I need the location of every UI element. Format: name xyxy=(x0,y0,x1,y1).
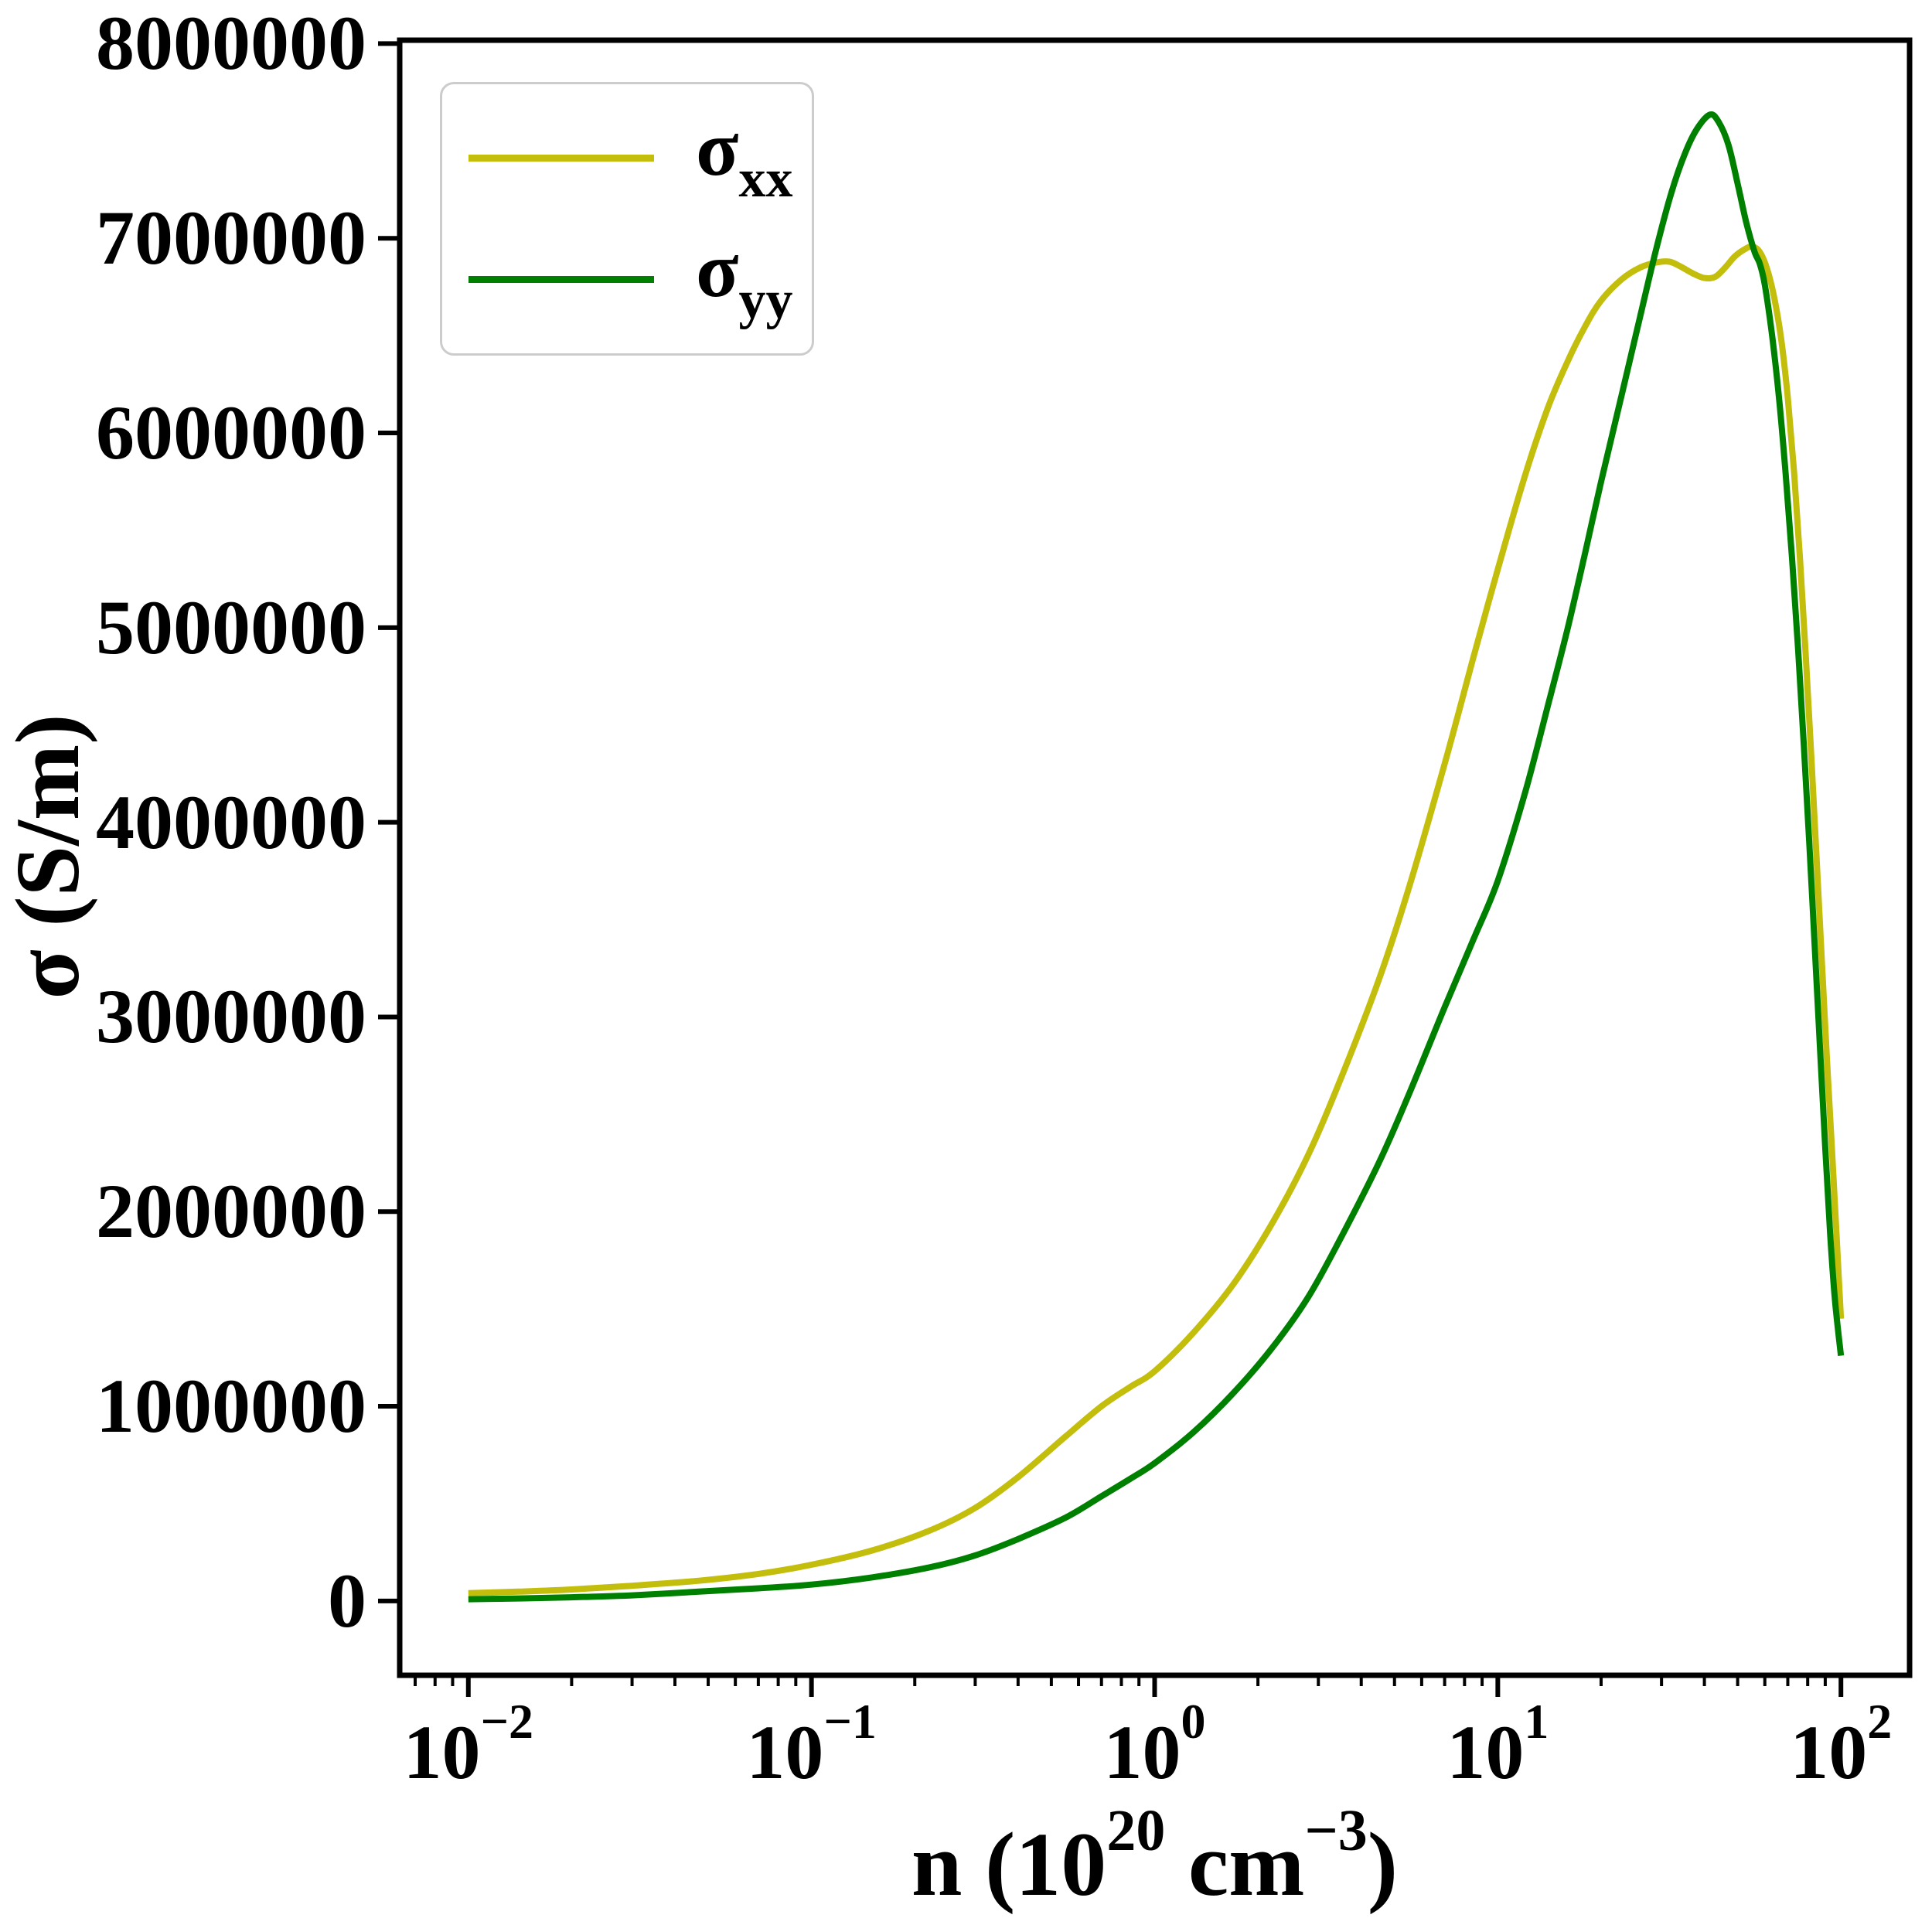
curve-sigma_xx xyxy=(468,243,1845,1596)
curves xyxy=(468,111,1845,1603)
y-tick-label-5000000: 5000000 xyxy=(96,584,366,670)
y-tick-label-2000000: 2000000 xyxy=(96,1168,366,1255)
y-tick-label-4000000: 4000000 xyxy=(96,779,366,865)
x-tick-label-10e2: 102 xyxy=(1790,1694,1893,1795)
x-label-exponent-2: −3 xyxy=(1304,1798,1368,1863)
x-axis-label: n (1020 cm−3) xyxy=(911,1798,1399,1915)
x-tick-label-10e0: 100 xyxy=(1103,1694,1206,1795)
x-tick-label-10e-2: 10−2 xyxy=(403,1694,533,1795)
y-tick-label-7000000: 7000000 xyxy=(96,195,366,281)
legend: σxx σyy xyxy=(440,82,814,356)
legend-entry-sigma-yy: σyy xyxy=(469,231,812,328)
legend-line-sigma-xx xyxy=(469,154,654,162)
y-tick-label-1000000: 1000000 xyxy=(96,1363,366,1450)
legend-label-sigma-yy: σyy xyxy=(696,227,793,331)
y-tick-label-0: 0 xyxy=(328,1557,366,1644)
legend-line-sigma-yy xyxy=(469,276,654,284)
legend-label-sigma-xx: σxx xyxy=(696,104,793,209)
x-tick-label-10e-1: 10−1 xyxy=(746,1694,877,1795)
x-tick-label-10e1: 101 xyxy=(1446,1694,1549,1795)
y-axis-label: σ (S/m) xyxy=(0,714,98,1000)
curve-sigma_yy xyxy=(468,111,1845,1603)
y-tick-label-6000000: 6000000 xyxy=(96,390,366,476)
x-label-exponent: 20 xyxy=(1106,1798,1166,1863)
plot-area-border xyxy=(397,37,1913,1678)
y-tick-label-3000000: 3000000 xyxy=(96,973,366,1060)
y-tick-label-8000000: 8000000 xyxy=(96,0,366,87)
legend-entry-sigma-xx: σxx xyxy=(469,104,812,209)
